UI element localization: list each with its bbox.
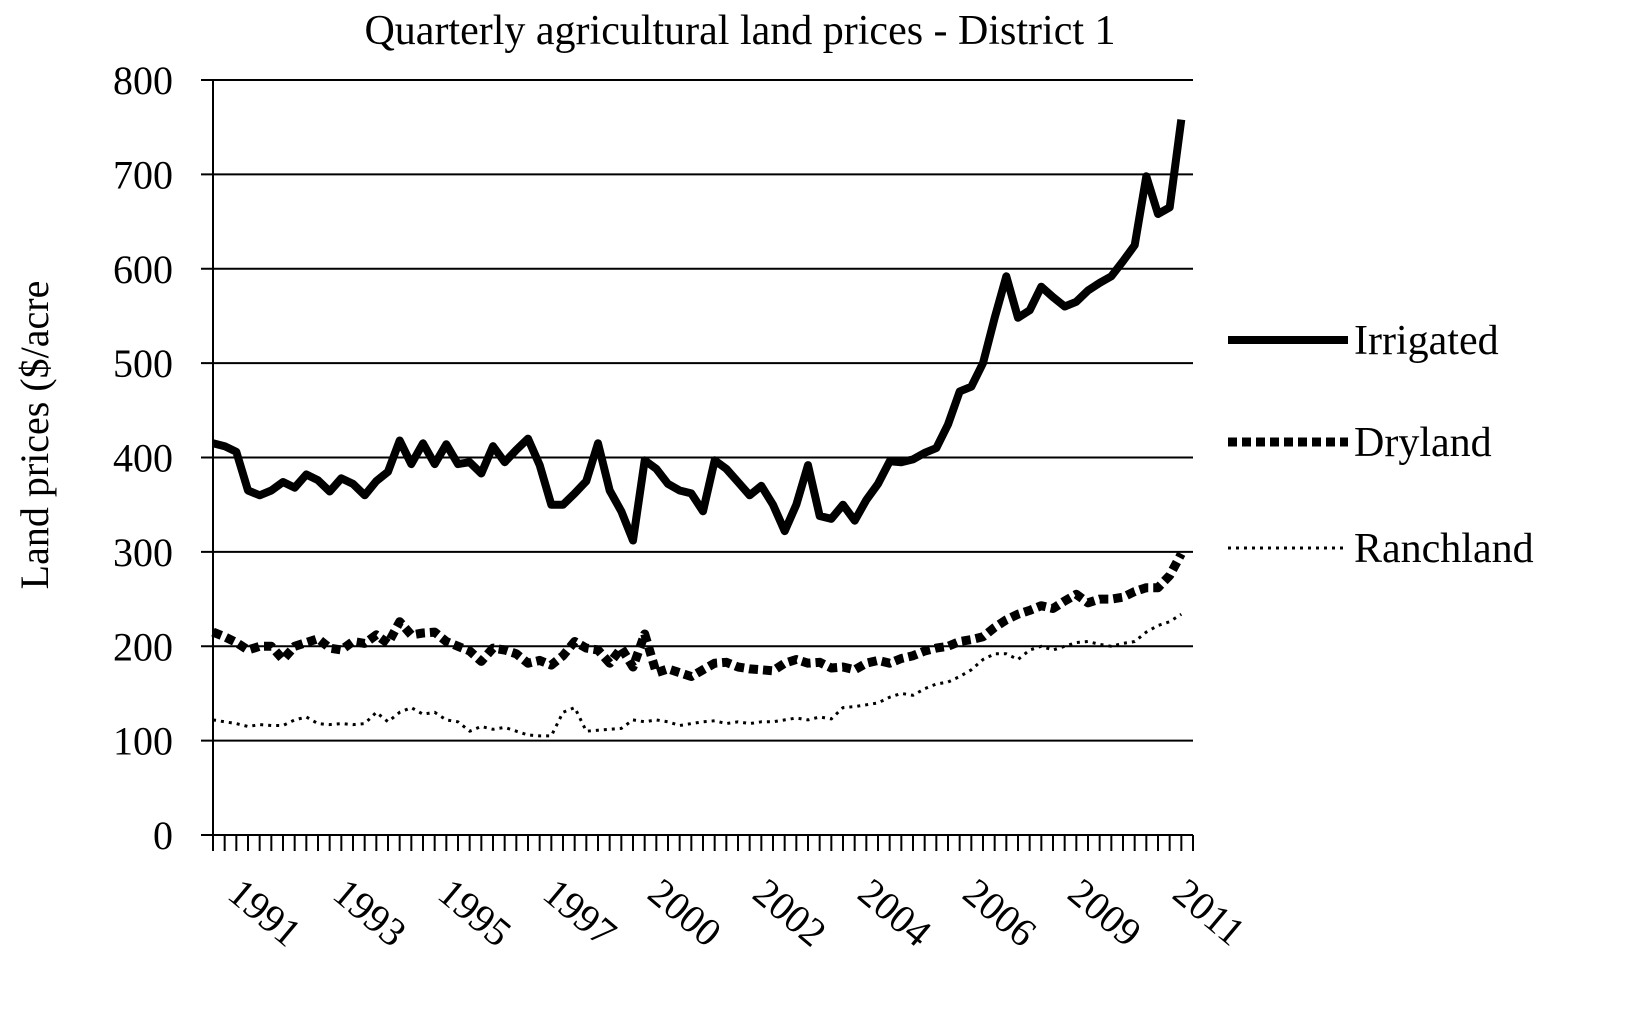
legend-label-dryland: Dryland	[1354, 420, 1492, 466]
y-tick-label: 300	[113, 530, 173, 575]
series-line-irrigated	[212, 119, 1186, 545]
x-tick-labels: 1991 1993 1995 1997 2000 2002 2004 2006 2009 2011	[220, 869, 1254, 955]
y-tick-label: 500	[113, 341, 173, 386]
y-tick-label: 800	[113, 58, 173, 103]
y-tick-label: 700	[113, 152, 173, 197]
series-line-dryland	[211, 551, 1186, 681]
y-tick-labels: 0 100 200 300 400 500 600 700 800	[113, 58, 173, 858]
legend-label-ranchland: Ranchland	[1354, 526, 1534, 572]
x-tick-label: 1997	[535, 869, 625, 955]
x-tick-label: 1991	[220, 869, 310, 955]
series-lines	[211, 119, 1186, 738]
x-tick-label: 2002	[745, 869, 835, 955]
x-tick-label: 1993	[325, 869, 415, 955]
series-line-ranchland	[212, 612, 1183, 738]
legend-label-irrigated: Irrigated	[1354, 318, 1499, 364]
x-tick-label: 2009	[1060, 869, 1150, 955]
axes	[201, 79, 1194, 851]
chart-title: Quarterly agricultural land prices - Dis…	[364, 8, 1115, 54]
y-tick-label: 600	[113, 247, 173, 292]
y-tick-label: 0	[153, 813, 173, 858]
x-tick-label: 2000	[640, 869, 730, 955]
legend: Irrigated Dryland Ranchland	[1228, 318, 1534, 572]
x-tick-label: 2006	[955, 869, 1045, 955]
gridlines	[213, 79, 1193, 742]
x-tick-label: 1995	[430, 869, 520, 955]
y-tick-label: 200	[113, 624, 173, 669]
y-tick-label: 400	[113, 436, 173, 481]
y-tick-label: 100	[113, 719, 173, 764]
x-tick-label: 2004	[850, 869, 940, 955]
y-axis-title: Land prices ($/acre	[12, 281, 57, 590]
x-tick-label: 2011	[1165, 869, 1254, 954]
